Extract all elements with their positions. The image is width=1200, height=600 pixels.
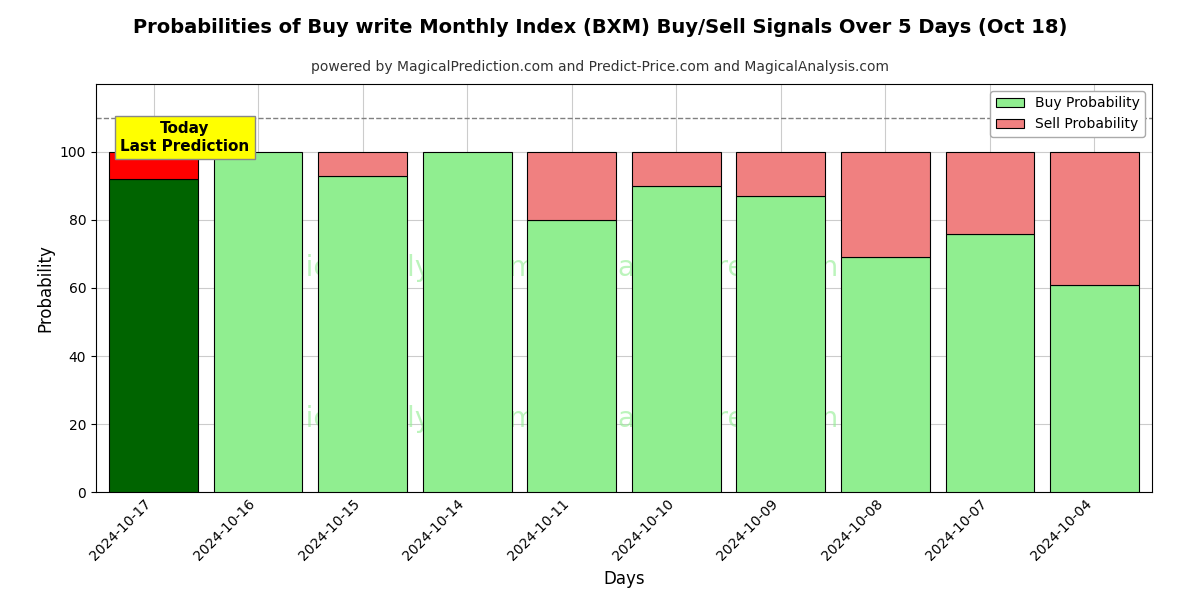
Bar [1050, 284, 1139, 492]
Text: Probabilities of Buy write Monthly Index (BXM) Buy/Sell Signals Over 5 Days (Oct: Probabilities of Buy write Monthly Index… [133, 18, 1067, 37]
Bar [632, 186, 721, 492]
Bar [527, 220, 616, 492]
Bar [109, 179, 198, 492]
Bar [841, 152, 930, 257]
Bar [109, 152, 198, 179]
Bar [422, 152, 511, 492]
Bar [737, 196, 826, 492]
Text: MagicalPrediction.com: MagicalPrediction.com [594, 404, 907, 433]
Bar [1050, 152, 1139, 284]
Text: MagicalAnalysis.com: MagicalAnalysis.com [247, 404, 536, 433]
Bar [318, 152, 407, 176]
Text: MagicalAnalysis.com: MagicalAnalysis.com [247, 254, 536, 281]
Bar [737, 152, 826, 196]
Text: Today
Last Prediction: Today Last Prediction [120, 121, 250, 154]
Bar [214, 152, 302, 492]
Y-axis label: Probability: Probability [36, 244, 54, 332]
Legend: Buy Probability, Sell Probability: Buy Probability, Sell Probability [990, 91, 1145, 137]
Bar [632, 152, 721, 186]
Bar [318, 176, 407, 492]
Bar [527, 152, 616, 220]
Text: powered by MagicalPrediction.com and Predict-Price.com and MagicalAnalysis.com: powered by MagicalPrediction.com and Pre… [311, 60, 889, 74]
Text: MagicalPrediction.com: MagicalPrediction.com [594, 254, 907, 281]
Bar [946, 152, 1034, 233]
Bar [946, 233, 1034, 492]
X-axis label: Days: Days [604, 571, 644, 589]
Bar [841, 257, 930, 492]
